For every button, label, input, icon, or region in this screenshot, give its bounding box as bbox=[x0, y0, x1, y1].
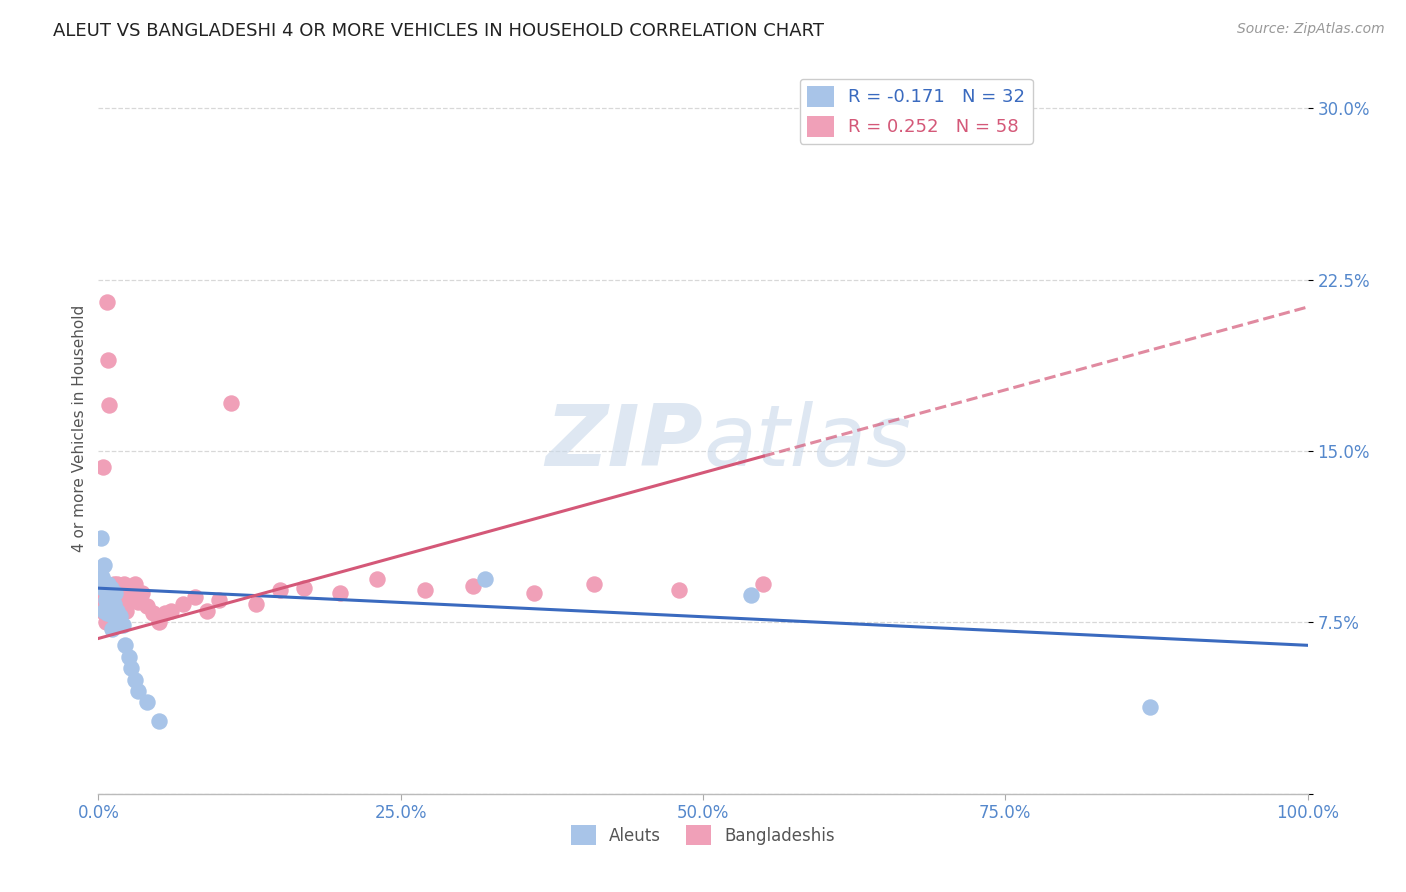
Point bbox=[93, 558, 115, 573]
Point bbox=[110, 592, 132, 607]
Point bbox=[740, 588, 762, 602]
Point bbox=[120, 661, 142, 675]
Point bbox=[93, 604, 115, 618]
Point bbox=[107, 586, 129, 600]
Point bbox=[292, 581, 315, 595]
Point bbox=[98, 592, 121, 607]
Point bbox=[94, 615, 117, 630]
Y-axis label: 4 or more Vehicles in Household: 4 or more Vehicles in Household bbox=[72, 304, 87, 552]
Point bbox=[366, 572, 388, 586]
Point bbox=[103, 576, 125, 591]
Point bbox=[104, 588, 127, 602]
Point bbox=[105, 604, 128, 618]
Point bbox=[100, 623, 122, 637]
Point bbox=[474, 572, 496, 586]
Point bbox=[111, 581, 134, 595]
Point bbox=[91, 570, 114, 584]
Point bbox=[114, 638, 136, 652]
Point bbox=[101, 599, 124, 614]
Point bbox=[124, 576, 146, 591]
Point bbox=[108, 581, 131, 595]
Point bbox=[195, 604, 218, 618]
Point bbox=[100, 592, 122, 607]
Point bbox=[97, 576, 120, 591]
Point bbox=[100, 581, 122, 595]
Point bbox=[108, 608, 131, 623]
Point bbox=[90, 531, 112, 545]
Point bbox=[98, 398, 121, 412]
Point bbox=[148, 714, 170, 728]
Point bbox=[107, 613, 129, 627]
Point bbox=[91, 604, 114, 618]
Text: Source: ZipAtlas.com: Source: ZipAtlas.com bbox=[1237, 22, 1385, 37]
Point bbox=[115, 604, 138, 618]
Point bbox=[245, 597, 267, 611]
Point bbox=[105, 576, 128, 591]
Point bbox=[96, 586, 118, 600]
Point bbox=[153, 607, 176, 621]
Point bbox=[118, 649, 141, 664]
Point bbox=[463, 579, 485, 593]
Point bbox=[104, 586, 127, 600]
Point bbox=[100, 586, 122, 600]
Point bbox=[108, 597, 131, 611]
Point bbox=[97, 608, 120, 623]
Point bbox=[97, 599, 120, 614]
Point bbox=[329, 586, 352, 600]
Point bbox=[100, 581, 122, 595]
Point bbox=[135, 599, 157, 614]
Point bbox=[120, 588, 142, 602]
Point bbox=[118, 581, 141, 595]
Point bbox=[98, 591, 121, 605]
Point bbox=[91, 581, 114, 595]
Point bbox=[583, 576, 606, 591]
Point bbox=[105, 599, 128, 614]
Point bbox=[100, 599, 122, 614]
Text: ALEUT VS BANGLADESHI 4 OR MORE VEHICLES IN HOUSEHOLD CORRELATION CHART: ALEUT VS BANGLADESHI 4 OR MORE VEHICLES … bbox=[53, 22, 824, 40]
Point bbox=[668, 583, 690, 598]
Point bbox=[94, 586, 117, 600]
Point bbox=[752, 576, 775, 591]
Point bbox=[114, 588, 136, 602]
Point bbox=[142, 607, 165, 621]
Point bbox=[208, 592, 231, 607]
Text: ZIP: ZIP bbox=[546, 401, 703, 484]
Point bbox=[101, 608, 124, 623]
Point bbox=[93, 599, 115, 614]
Legend: Aleuts, Bangladeshis: Aleuts, Bangladeshis bbox=[564, 819, 842, 851]
Point bbox=[111, 617, 134, 632]
Point bbox=[127, 595, 149, 609]
Text: atlas: atlas bbox=[703, 401, 911, 484]
Point bbox=[98, 604, 121, 618]
Point bbox=[96, 599, 118, 614]
Point bbox=[135, 696, 157, 710]
Point bbox=[91, 460, 114, 475]
Point bbox=[160, 604, 183, 618]
Point bbox=[93, 604, 115, 618]
Point bbox=[172, 597, 194, 611]
Point bbox=[90, 592, 112, 607]
Point bbox=[148, 615, 170, 630]
Point bbox=[112, 576, 135, 591]
Point bbox=[96, 607, 118, 621]
Point bbox=[1139, 700, 1161, 714]
Point bbox=[131, 586, 153, 600]
Point bbox=[94, 592, 117, 607]
Point bbox=[269, 583, 291, 598]
Point bbox=[124, 673, 146, 687]
Point bbox=[413, 583, 436, 598]
Point bbox=[221, 396, 243, 410]
Point bbox=[96, 295, 118, 310]
Point bbox=[103, 597, 125, 611]
Point bbox=[523, 586, 546, 600]
Point bbox=[117, 592, 139, 607]
Point bbox=[184, 591, 207, 605]
Point bbox=[97, 352, 120, 367]
Point bbox=[91, 581, 114, 595]
Point bbox=[101, 591, 124, 605]
Point bbox=[127, 684, 149, 698]
